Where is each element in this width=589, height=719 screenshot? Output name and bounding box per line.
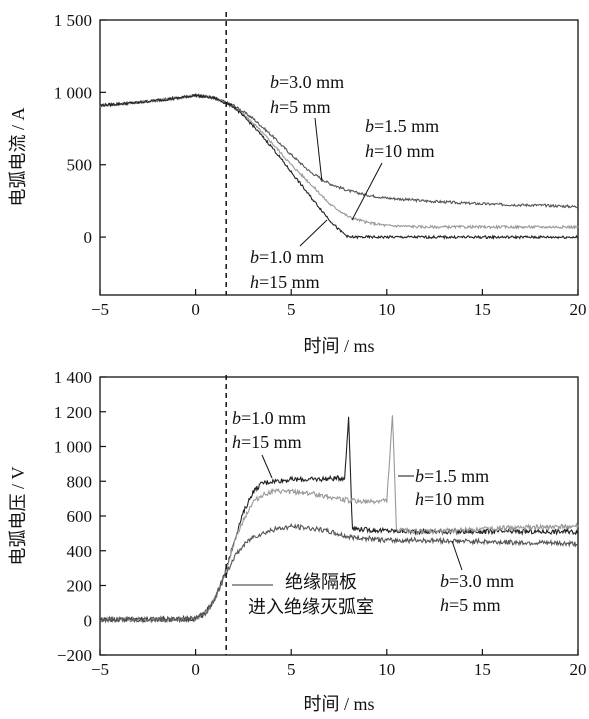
voltage-label-h5-value: =5 mm xyxy=(449,595,501,615)
voltage-ytick-label: 1 000 xyxy=(54,438,92,457)
voltage-ytick-label: 1 400 xyxy=(54,368,92,387)
voltage-series-group xyxy=(99,415,579,624)
voltage-xtick-label: −5 xyxy=(91,660,109,679)
voltage-ytick-label: 800 xyxy=(67,472,93,491)
current-series-1.0 xyxy=(99,93,579,240)
current-xlabel: 时间 / ms xyxy=(303,336,374,356)
current-plot-frame xyxy=(99,19,579,296)
current-label-b1: b=1.0 mm xyxy=(250,247,324,267)
current-label-h15: h=15 mm xyxy=(250,272,320,292)
current-label-b3-value: =3.0 mm xyxy=(279,72,344,92)
voltage-label-h15-value: =15 mm xyxy=(241,432,302,452)
current-label-h10: h=10 mm xyxy=(365,141,435,161)
current-ytick-label: 0 xyxy=(84,228,93,247)
current-label-b1-value: =1.0 mm xyxy=(259,247,324,267)
voltage-ytick-label: 600 xyxy=(67,507,93,526)
current-label-h5-value: =5 mm xyxy=(279,97,331,117)
current-leader-b1 xyxy=(299,219,328,247)
voltage-ytick-label: 400 xyxy=(67,542,93,561)
current-chart: −5 0 5 10 15 20 0 500 1 000 1 500 时间 / ms 电弧电流 / … xyxy=(8,11,587,356)
current-xtick-label: 15 xyxy=(474,300,491,319)
current-series-group xyxy=(99,93,579,240)
current-label-h5: h=5 mm xyxy=(270,97,331,117)
current-xtick-label: 0 xyxy=(191,300,200,319)
insulation-annotation-line2: 进入绝缘灭弧室 xyxy=(248,597,374,617)
voltage-label-b15: b=1.5 mm xyxy=(415,466,489,486)
current-ticks: −5 0 5 10 15 20 0 500 1 000 1 500 xyxy=(54,11,587,319)
voltage-label-b1-value: =1.0 mm xyxy=(241,408,306,428)
voltage-label-b15-value: =1.5 mm xyxy=(424,466,489,486)
current-label-h15-value: =15 mm xyxy=(259,272,320,292)
current-xtick-label: 20 xyxy=(570,300,587,319)
voltage-ytick-label: 1 200 xyxy=(54,403,92,422)
voltage-xtick-label: 5 xyxy=(287,660,296,679)
voltage-xtick-label: 15 xyxy=(474,660,491,679)
voltage-ticks: −5 0 5 10 15 20 −200 0 200 400 600 800 1 000 1 200 1 4… xyxy=(54,368,587,679)
voltage-label-h10: h=10 mm xyxy=(415,489,485,509)
voltage-label-h5: h=5 mm xyxy=(440,595,501,615)
voltage-xtick-label: 10 xyxy=(378,660,395,679)
current-label-b15-value: =1.5 mm xyxy=(374,116,439,136)
current-xtick-label: 5 xyxy=(287,300,296,319)
voltage-label-h15: h=15 mm xyxy=(232,432,302,452)
current-ytick-label: 1 000 xyxy=(54,83,92,102)
current-label-h10-value: =10 mm xyxy=(374,141,435,161)
voltage-series-3.0 xyxy=(99,522,579,624)
current-leader-b3 xyxy=(314,117,323,183)
voltage-xtick-label: 0 xyxy=(191,660,200,679)
voltage-label-b1: b=1.0 mm xyxy=(232,408,306,428)
voltage-label-b3-value: =3.0 mm xyxy=(449,571,514,591)
voltage-leader-b1 xyxy=(261,454,273,479)
voltage-ytick-label: 0 xyxy=(84,611,93,630)
current-ytick-label: 1 500 xyxy=(54,11,92,30)
current-leader-b15 xyxy=(351,162,383,221)
current-label-b3: b=3.0 mm xyxy=(270,72,344,92)
voltage-xtick-label: 20 xyxy=(570,660,587,679)
current-xtick-label: 10 xyxy=(378,300,395,319)
voltage-ytick-label: −200 xyxy=(57,646,92,665)
insulation-annotation-line1: 绝缘隔板 xyxy=(285,572,357,592)
voltage-xlabel: 时间 / ms xyxy=(303,694,374,714)
current-xtick-label: −5 xyxy=(91,300,109,319)
voltage-label-h10-value: =10 mm xyxy=(424,489,485,509)
current-label-b15: b=1.5 mm xyxy=(365,116,439,136)
current-ytick-label: 500 xyxy=(67,156,93,175)
voltage-ylabel: 电弧电压 / V xyxy=(8,466,28,565)
current-ylabel: 电弧电流 / A xyxy=(8,107,28,206)
voltage-leader-b3 xyxy=(451,540,463,571)
voltage-chart: −5 0 5 10 15 20 −200 0 200 400 600 800 1 000 1 200 1 4… xyxy=(8,368,587,714)
current-series-1.5 xyxy=(99,93,579,230)
voltage-ytick-label: 200 xyxy=(67,577,93,596)
voltage-label-b3: b=3.0 mm xyxy=(440,571,514,591)
current-series-3.0 xyxy=(99,93,578,209)
